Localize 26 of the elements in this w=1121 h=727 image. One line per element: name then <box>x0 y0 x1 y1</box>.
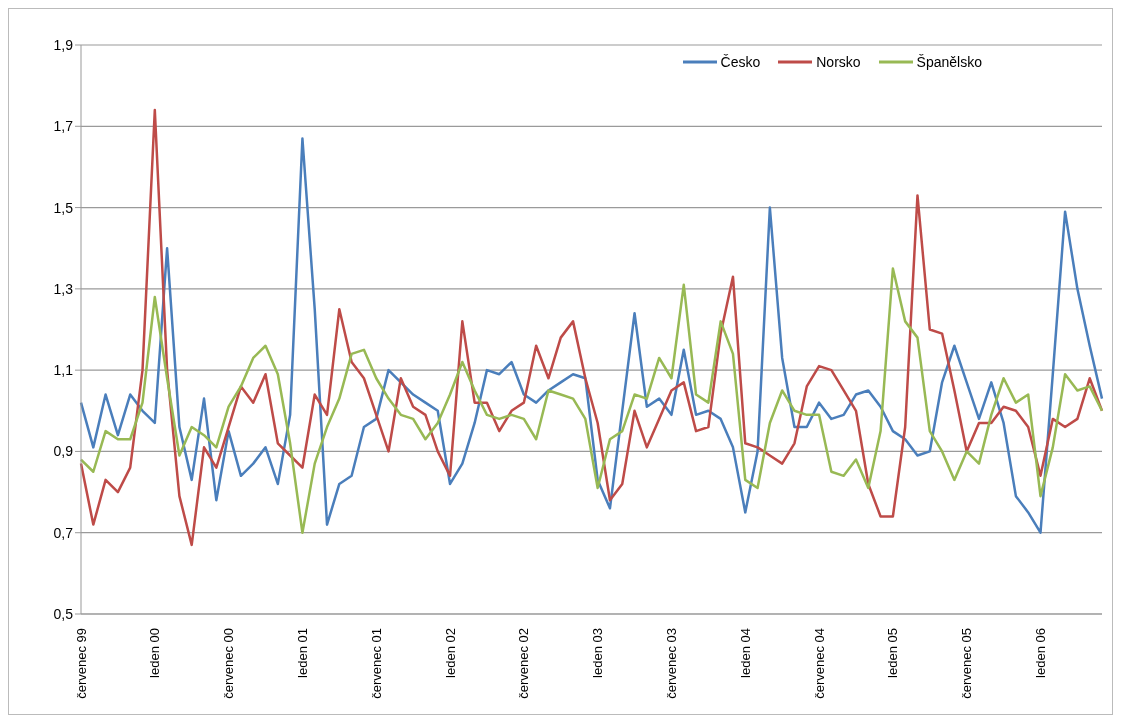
line-series <box>79 267 1104 534</box>
y-tick-label: 0,5 <box>53 605 74 622</box>
x-tick-label: leden 03 <box>590 628 606 678</box>
y-tick-label: 1,7 <box>53 118 74 135</box>
y-tick-label: 1,5 <box>53 199 74 216</box>
x-tick-label: leden 05 <box>885 628 901 678</box>
x-tick-label: leden 06 <box>1033 628 1049 678</box>
y-tick-label: 0,9 <box>53 443 74 460</box>
x-tick-label: leden 04 <box>737 628 753 678</box>
x-tick-label: červenec 01 <box>368 628 384 699</box>
x-tick-label: červenec 04 <box>811 628 827 699</box>
x-tick-label: červenec 00 <box>221 628 237 699</box>
x-tick-label: červenec 99 <box>73 628 89 699</box>
x-tick-label: červenec 03 <box>664 628 680 699</box>
legend-label: Španělsko <box>916 54 982 70</box>
y-tick-label: 0,7 <box>53 524 74 541</box>
legend-label: Česko <box>720 54 761 70</box>
x-tick-label: leden 00 <box>147 628 163 678</box>
x-tick-label: leden 02 <box>442 628 458 678</box>
x-tick-label: červenec 02 <box>516 628 532 699</box>
y-tick-label: 1,1 <box>53 362 74 379</box>
legend-label: Norsko <box>816 54 861 70</box>
y-tick-label: 1,3 <box>53 280 74 297</box>
x-tick-label: leden 01 <box>294 628 310 678</box>
x-tick-label: červenec 05 <box>959 628 975 699</box>
y-tick-label: 1,9 <box>53 36 74 53</box>
